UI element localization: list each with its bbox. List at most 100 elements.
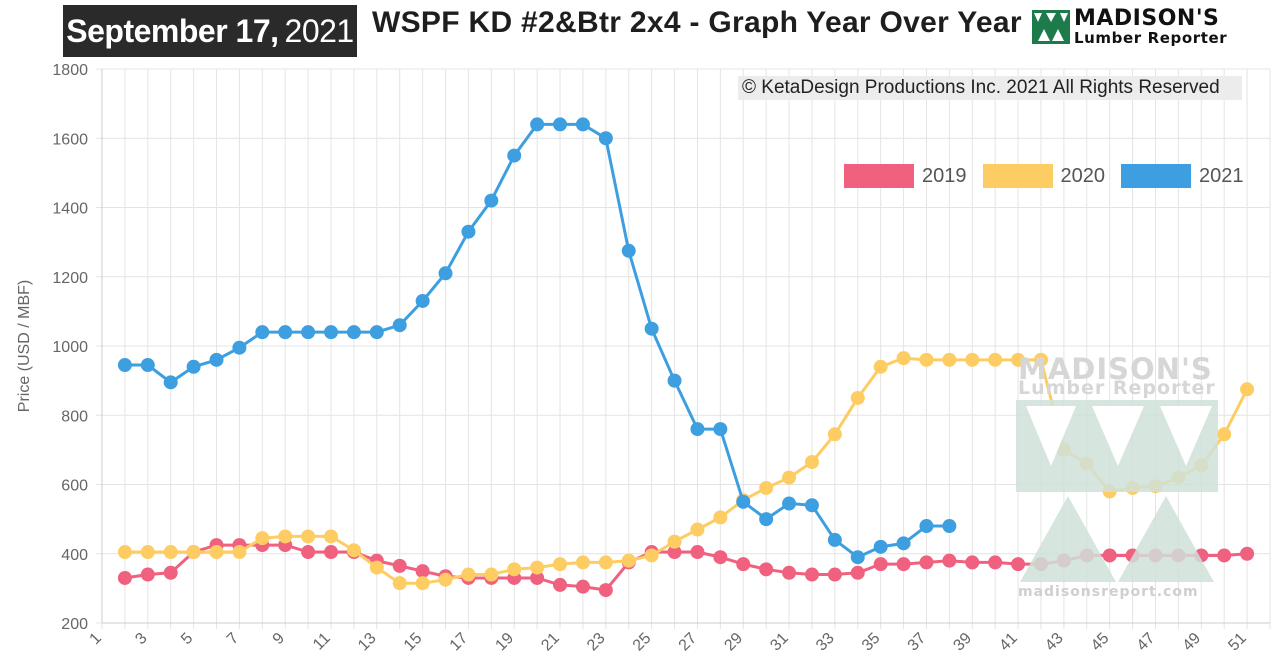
data-point-2020[interactable]	[988, 352, 1003, 367]
data-point-2020[interactable]	[644, 548, 659, 563]
data-point-2021[interactable]	[415, 293, 430, 308]
data-point-2020[interactable]	[530, 560, 545, 575]
data-point-2019[interactable]	[988, 555, 1003, 570]
data-point-2019[interactable]	[827, 567, 842, 582]
data-point-2021[interactable]	[163, 375, 178, 390]
data-point-2021[interactable]	[278, 325, 293, 340]
data-point-2019[interactable]	[1217, 548, 1232, 563]
data-point-2020[interactable]	[1011, 352, 1026, 367]
data-point-2020[interactable]	[392, 576, 407, 591]
data-point-2021[interactable]	[117, 358, 132, 373]
data-point-2021[interactable]	[644, 321, 659, 336]
data-point-2021[interactable]	[713, 422, 728, 437]
data-point-2019[interactable]	[301, 545, 316, 560]
data-point-2020[interactable]	[621, 553, 636, 568]
data-point-2019[interactable]	[575, 579, 590, 594]
data-point-2020[interactable]	[140, 545, 155, 560]
data-point-2020[interactable]	[461, 567, 476, 582]
data-point-2019[interactable]	[553, 577, 568, 592]
data-point-2020[interactable]	[232, 545, 247, 560]
data-point-2019[interactable]	[530, 570, 545, 585]
data-point-2021[interactable]	[438, 266, 453, 281]
legend-item-2021[interactable]: 2021	[1121, 164, 1244, 188]
data-point-2019[interactable]	[942, 553, 957, 568]
data-point-2020[interactable]	[484, 567, 499, 582]
data-point-2020[interactable]	[759, 480, 774, 495]
data-point-2020[interactable]	[804, 454, 819, 469]
data-point-2021[interactable]	[850, 550, 865, 565]
data-point-2019[interactable]	[1011, 557, 1026, 572]
data-point-2020[interactable]	[965, 352, 980, 367]
data-point-2019[interactable]	[850, 565, 865, 580]
data-point-2019[interactable]	[736, 557, 751, 572]
data-point-2021[interactable]	[919, 519, 934, 534]
data-point-2020[interactable]	[117, 545, 132, 560]
data-point-2019[interactable]	[759, 562, 774, 577]
data-point-2020[interactable]	[209, 545, 224, 560]
data-point-2019[interactable]	[1240, 546, 1255, 561]
data-point-2019[interactable]	[324, 545, 339, 560]
data-point-2019[interactable]	[965, 555, 980, 570]
data-point-2021[interactable]	[140, 358, 155, 373]
data-point-2020[interactable]	[1217, 427, 1232, 442]
data-point-2020[interactable]	[1240, 382, 1255, 397]
data-point-2021[interactable]	[873, 539, 888, 554]
data-point-2020[interactable]	[507, 562, 522, 577]
data-point-2021[interactable]	[827, 532, 842, 547]
data-point-2020[interactable]	[1033, 352, 1048, 367]
data-point-2019[interactable]	[713, 550, 728, 565]
data-point-2020[interactable]	[850, 390, 865, 405]
data-point-2020[interactable]	[873, 359, 888, 374]
data-point-2019[interactable]	[804, 567, 819, 582]
data-point-2020[interactable]	[713, 510, 728, 525]
data-point-2021[interactable]	[598, 131, 613, 146]
data-point-2019[interactable]	[667, 545, 682, 560]
data-point-2020[interactable]	[163, 545, 178, 560]
data-point-2019[interactable]	[896, 557, 911, 572]
data-point-2021[interactable]	[186, 359, 201, 374]
data-point-2020[interactable]	[415, 576, 430, 591]
data-point-2019[interactable]	[782, 565, 797, 580]
data-point-2021[interactable]	[530, 117, 545, 132]
data-point-2020[interactable]	[278, 529, 293, 544]
data-point-2021[interactable]	[301, 325, 316, 340]
data-point-2021[interactable]	[346, 325, 361, 340]
data-point-2020[interactable]	[255, 531, 270, 546]
data-point-2021[interactable]	[484, 193, 499, 208]
data-point-2020[interactable]	[896, 351, 911, 366]
data-point-2020[interactable]	[369, 560, 384, 575]
data-point-2021[interactable]	[507, 148, 522, 163]
data-point-2021[interactable]	[942, 519, 957, 534]
data-point-2019[interactable]	[392, 558, 407, 573]
data-point-2021[interactable]	[759, 512, 774, 527]
data-point-2021[interactable]	[392, 318, 407, 333]
data-point-2021[interactable]	[369, 325, 384, 340]
data-point-2021[interactable]	[621, 243, 636, 258]
data-point-2020[interactable]	[346, 543, 361, 558]
data-point-2019[interactable]	[873, 557, 888, 572]
data-point-2020[interactable]	[575, 555, 590, 570]
data-point-2019[interactable]	[919, 555, 934, 570]
data-point-2020[interactable]	[690, 522, 705, 537]
data-point-2021[interactable]	[575, 117, 590, 132]
data-point-2021[interactable]	[232, 340, 247, 355]
legend-item-2019[interactable]: 2019	[844, 164, 967, 188]
data-point-2021[interactable]	[209, 352, 224, 367]
data-point-2020[interactable]	[598, 555, 613, 570]
data-point-2020[interactable]	[553, 557, 568, 572]
data-point-2021[interactable]	[553, 117, 568, 132]
data-point-2020[interactable]	[942, 352, 957, 367]
legend-item-2020[interactable]: 2020	[982, 164, 1105, 188]
data-point-2020[interactable]	[324, 529, 339, 544]
data-point-2021[interactable]	[324, 325, 339, 340]
data-point-2019[interactable]	[415, 564, 430, 579]
data-point-2021[interactable]	[667, 373, 682, 388]
data-point-2021[interactable]	[736, 494, 751, 509]
data-point-2021[interactable]	[461, 224, 476, 239]
data-point-2021[interactable]	[804, 498, 819, 513]
data-point-2020[interactable]	[438, 572, 453, 587]
data-point-2019[interactable]	[598, 583, 613, 598]
data-point-2020[interactable]	[827, 427, 842, 442]
data-point-2021[interactable]	[690, 422, 705, 437]
data-point-2019[interactable]	[117, 570, 132, 585]
